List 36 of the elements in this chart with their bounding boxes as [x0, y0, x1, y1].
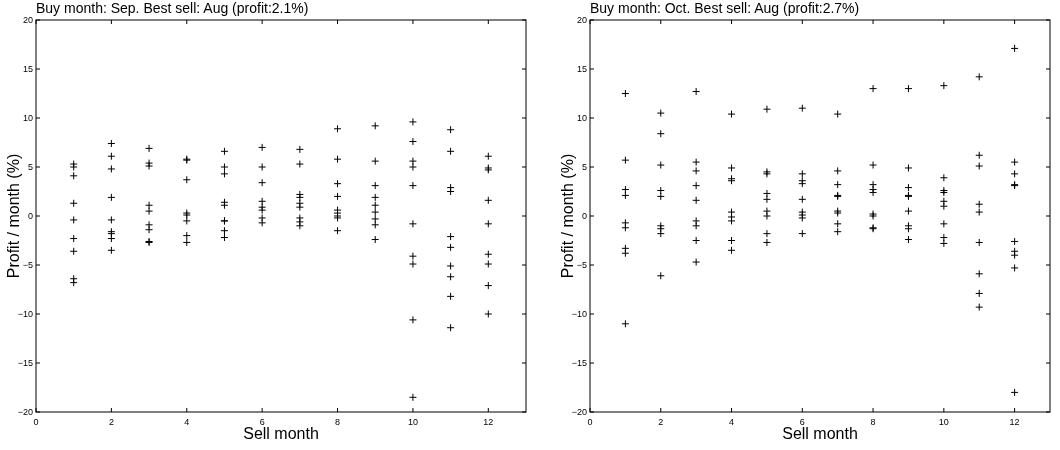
y-tick-label: −10 — [17, 309, 33, 319]
x-tick-label: 12 — [483, 417, 494, 427]
x-tick-label: 8 — [870, 417, 876, 427]
y-tick-label: 0 — [27, 211, 33, 221]
x-tick-label: 12 — [1009, 417, 1020, 427]
y-axis-title: Profit / month (%) — [5, 153, 22, 279]
chart-title: Buy month: Sep. Best sell: Aug (profit:2.1%) — [36, 0, 309, 16]
y-tick-label: 5 — [581, 162, 587, 172]
y-tick-label: −20 — [571, 407, 587, 417]
x-axis-title: Sell month — [782, 425, 858, 442]
x-tick-label: 8 — [335, 417, 341, 427]
y-tick-label: 10 — [22, 113, 33, 123]
x-tick-label: 6 — [259, 417, 265, 427]
y-tick-label: −5 — [22, 260, 33, 270]
x-tick-label: 10 — [407, 417, 418, 427]
x-tick-label: 2 — [108, 417, 114, 427]
x-tick-label: 6 — [799, 417, 805, 427]
y-tick-label: −15 — [17, 358, 33, 368]
y-tick-label: 15 — [576, 64, 587, 74]
y-tick-label: 0 — [581, 211, 587, 221]
y-tick-label: 20 — [22, 15, 33, 25]
y-tick-label: 5 — [27, 162, 33, 172]
y-tick-label: −20 — [17, 407, 33, 417]
x-tick-label: 2 — [658, 417, 664, 427]
y-tick-label: 20 — [576, 15, 587, 25]
y-tick-label: −15 — [571, 358, 587, 368]
x-tick-label: 4 — [729, 417, 735, 427]
y-axis-title: Profit / month (%) — [559, 153, 576, 279]
chart-title: Buy month: Oct. Best sell: Aug (profit:2.7%) — [590, 0, 860, 16]
y-tick-label: 10 — [576, 113, 587, 123]
y-tick-label: 15 — [22, 64, 33, 74]
x-axis-title: Sell month — [243, 425, 319, 442]
y-tick-label: −5 — [576, 260, 587, 270]
x-tick-label: 10 — [938, 417, 949, 427]
x-tick-label: 4 — [184, 417, 190, 427]
y-tick-label: −10 — [571, 309, 587, 319]
